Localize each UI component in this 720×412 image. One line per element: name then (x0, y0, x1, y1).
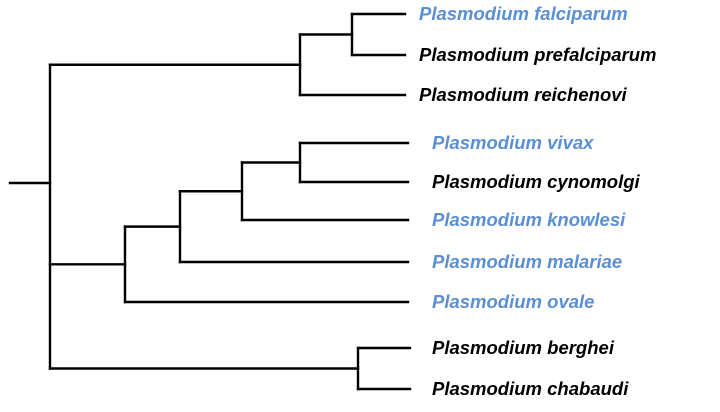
taxon-label-ovale: Plasmodium ovale (432, 291, 594, 312)
taxon-label-chabaudi: Plasmodium chabaudi (432, 378, 629, 399)
taxon-label-berghei: Plasmodium berghei (432, 337, 615, 358)
taxon-labels: Plasmodium falciparum Plasmodium prefalci… (419, 3, 656, 399)
taxon-label-vivax: Plasmodium vivax (432, 132, 594, 153)
tree-branches (8, 12, 412, 391)
taxon-label-malariae: Plasmodium malariae (432, 251, 622, 272)
taxon-label-prefalciparum: Plasmodium prefalciparum (419, 44, 656, 65)
taxon-label-reichenovi: Plasmodium reichenovi (419, 84, 628, 105)
taxon-label-knowlesi: Plasmodium knowlesi (432, 209, 626, 230)
taxon-label-cynomolgi: Plasmodium cynomolgi (432, 171, 641, 192)
taxon-label-falciparum: Plasmodium falciparum (419, 3, 628, 24)
